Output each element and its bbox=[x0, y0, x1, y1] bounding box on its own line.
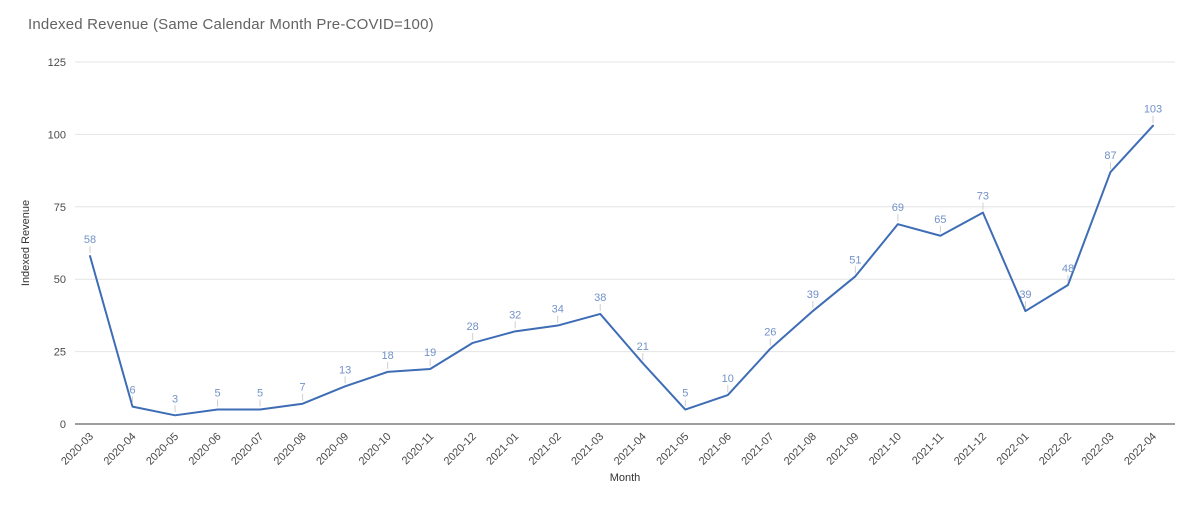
point-label: 5 bbox=[214, 388, 220, 400]
revenue-line bbox=[89, 124, 1154, 417]
x-tick-label: 2022-04 bbox=[1122, 431, 1159, 468]
point-label: 7 bbox=[300, 382, 306, 394]
x-tick-label: 2021-05 bbox=[654, 431, 691, 468]
point-label: 18 bbox=[382, 350, 394, 362]
point-label: 10 bbox=[722, 373, 734, 385]
point-label: 65 bbox=[934, 214, 946, 226]
x-tick-label: 2020-07 bbox=[229, 431, 266, 468]
point-label: 73 bbox=[977, 191, 989, 203]
x-tick-label: 2020-10 bbox=[357, 431, 394, 468]
x-tick-label: 2020-03 bbox=[59, 431, 96, 468]
x-tick-label: 2022-02 bbox=[1037, 431, 1074, 468]
x-tick-label: 2021-08 bbox=[782, 431, 819, 468]
point-label: 51 bbox=[849, 254, 861, 266]
y-tick-label: 125 bbox=[48, 57, 66, 69]
x-tick-label: 2021-12 bbox=[952, 431, 989, 468]
point-label: 39 bbox=[807, 289, 819, 301]
point-label: 32 bbox=[509, 309, 521, 321]
point-label: 26 bbox=[764, 327, 776, 339]
x-tick-label: 2021-11 bbox=[910, 431, 946, 467]
x-tick-label: 2020-04 bbox=[102, 431, 139, 468]
y-tick-label: 0 bbox=[60, 419, 66, 431]
x-tick-label: 2022-01 bbox=[995, 431, 1032, 468]
x-axis-title: Month bbox=[609, 472, 641, 484]
x-tick-label: 2020-08 bbox=[272, 431, 309, 468]
y-tick-label: 25 bbox=[54, 347, 66, 359]
point-label: 38 bbox=[594, 292, 606, 304]
point-label: 48 bbox=[1062, 263, 1074, 275]
x-tick-label: 2021-06 bbox=[697, 431, 734, 468]
x-tick-label: 2020-06 bbox=[187, 431, 224, 468]
x-tick-label: 2021-10 bbox=[867, 431, 904, 468]
x-tick-label: 2021-04 bbox=[612, 431, 649, 468]
x-tick-label: 2021-07 bbox=[739, 431, 776, 468]
x-tick-label: 2021-09 bbox=[824, 431, 861, 468]
x-tick-label: 2021-03 bbox=[569, 431, 606, 468]
x-tick-label: 2020-11 bbox=[400, 431, 436, 467]
point-label: 34 bbox=[552, 304, 564, 316]
point-label: 58 bbox=[84, 234, 96, 246]
point-label: 6 bbox=[129, 385, 135, 397]
point-label: 5 bbox=[257, 388, 263, 400]
x-tick-label: 2020-05 bbox=[144, 431, 181, 468]
point-label: 5 bbox=[682, 388, 688, 400]
x-tick-label: 2022-03 bbox=[1080, 431, 1117, 468]
point-label: 87 bbox=[1104, 150, 1116, 162]
chart-title: Indexed Revenue (Same Calendar Month Pre… bbox=[28, 16, 434, 33]
y-tick-label: 50 bbox=[54, 274, 66, 286]
y-tick-label: 75 bbox=[54, 202, 66, 214]
x-tick-label: 2020-09 bbox=[314, 431, 351, 468]
point-label: 28 bbox=[467, 321, 479, 333]
point-label: 103 bbox=[1144, 104, 1162, 116]
point-label: 3 bbox=[172, 393, 178, 405]
point-label: 39 bbox=[1019, 289, 1031, 301]
point-label: 69 bbox=[892, 202, 904, 214]
point-label: 21 bbox=[637, 341, 649, 353]
x-tick-label: 2021-01 bbox=[484, 431, 521, 468]
point-label: 13 bbox=[339, 364, 351, 376]
point-label: 19 bbox=[424, 347, 436, 359]
x-tick-label: 2020-12 bbox=[442, 431, 479, 468]
x-tick-label: 2021-02 bbox=[527, 431, 564, 468]
y-tick-label: 100 bbox=[48, 129, 66, 141]
